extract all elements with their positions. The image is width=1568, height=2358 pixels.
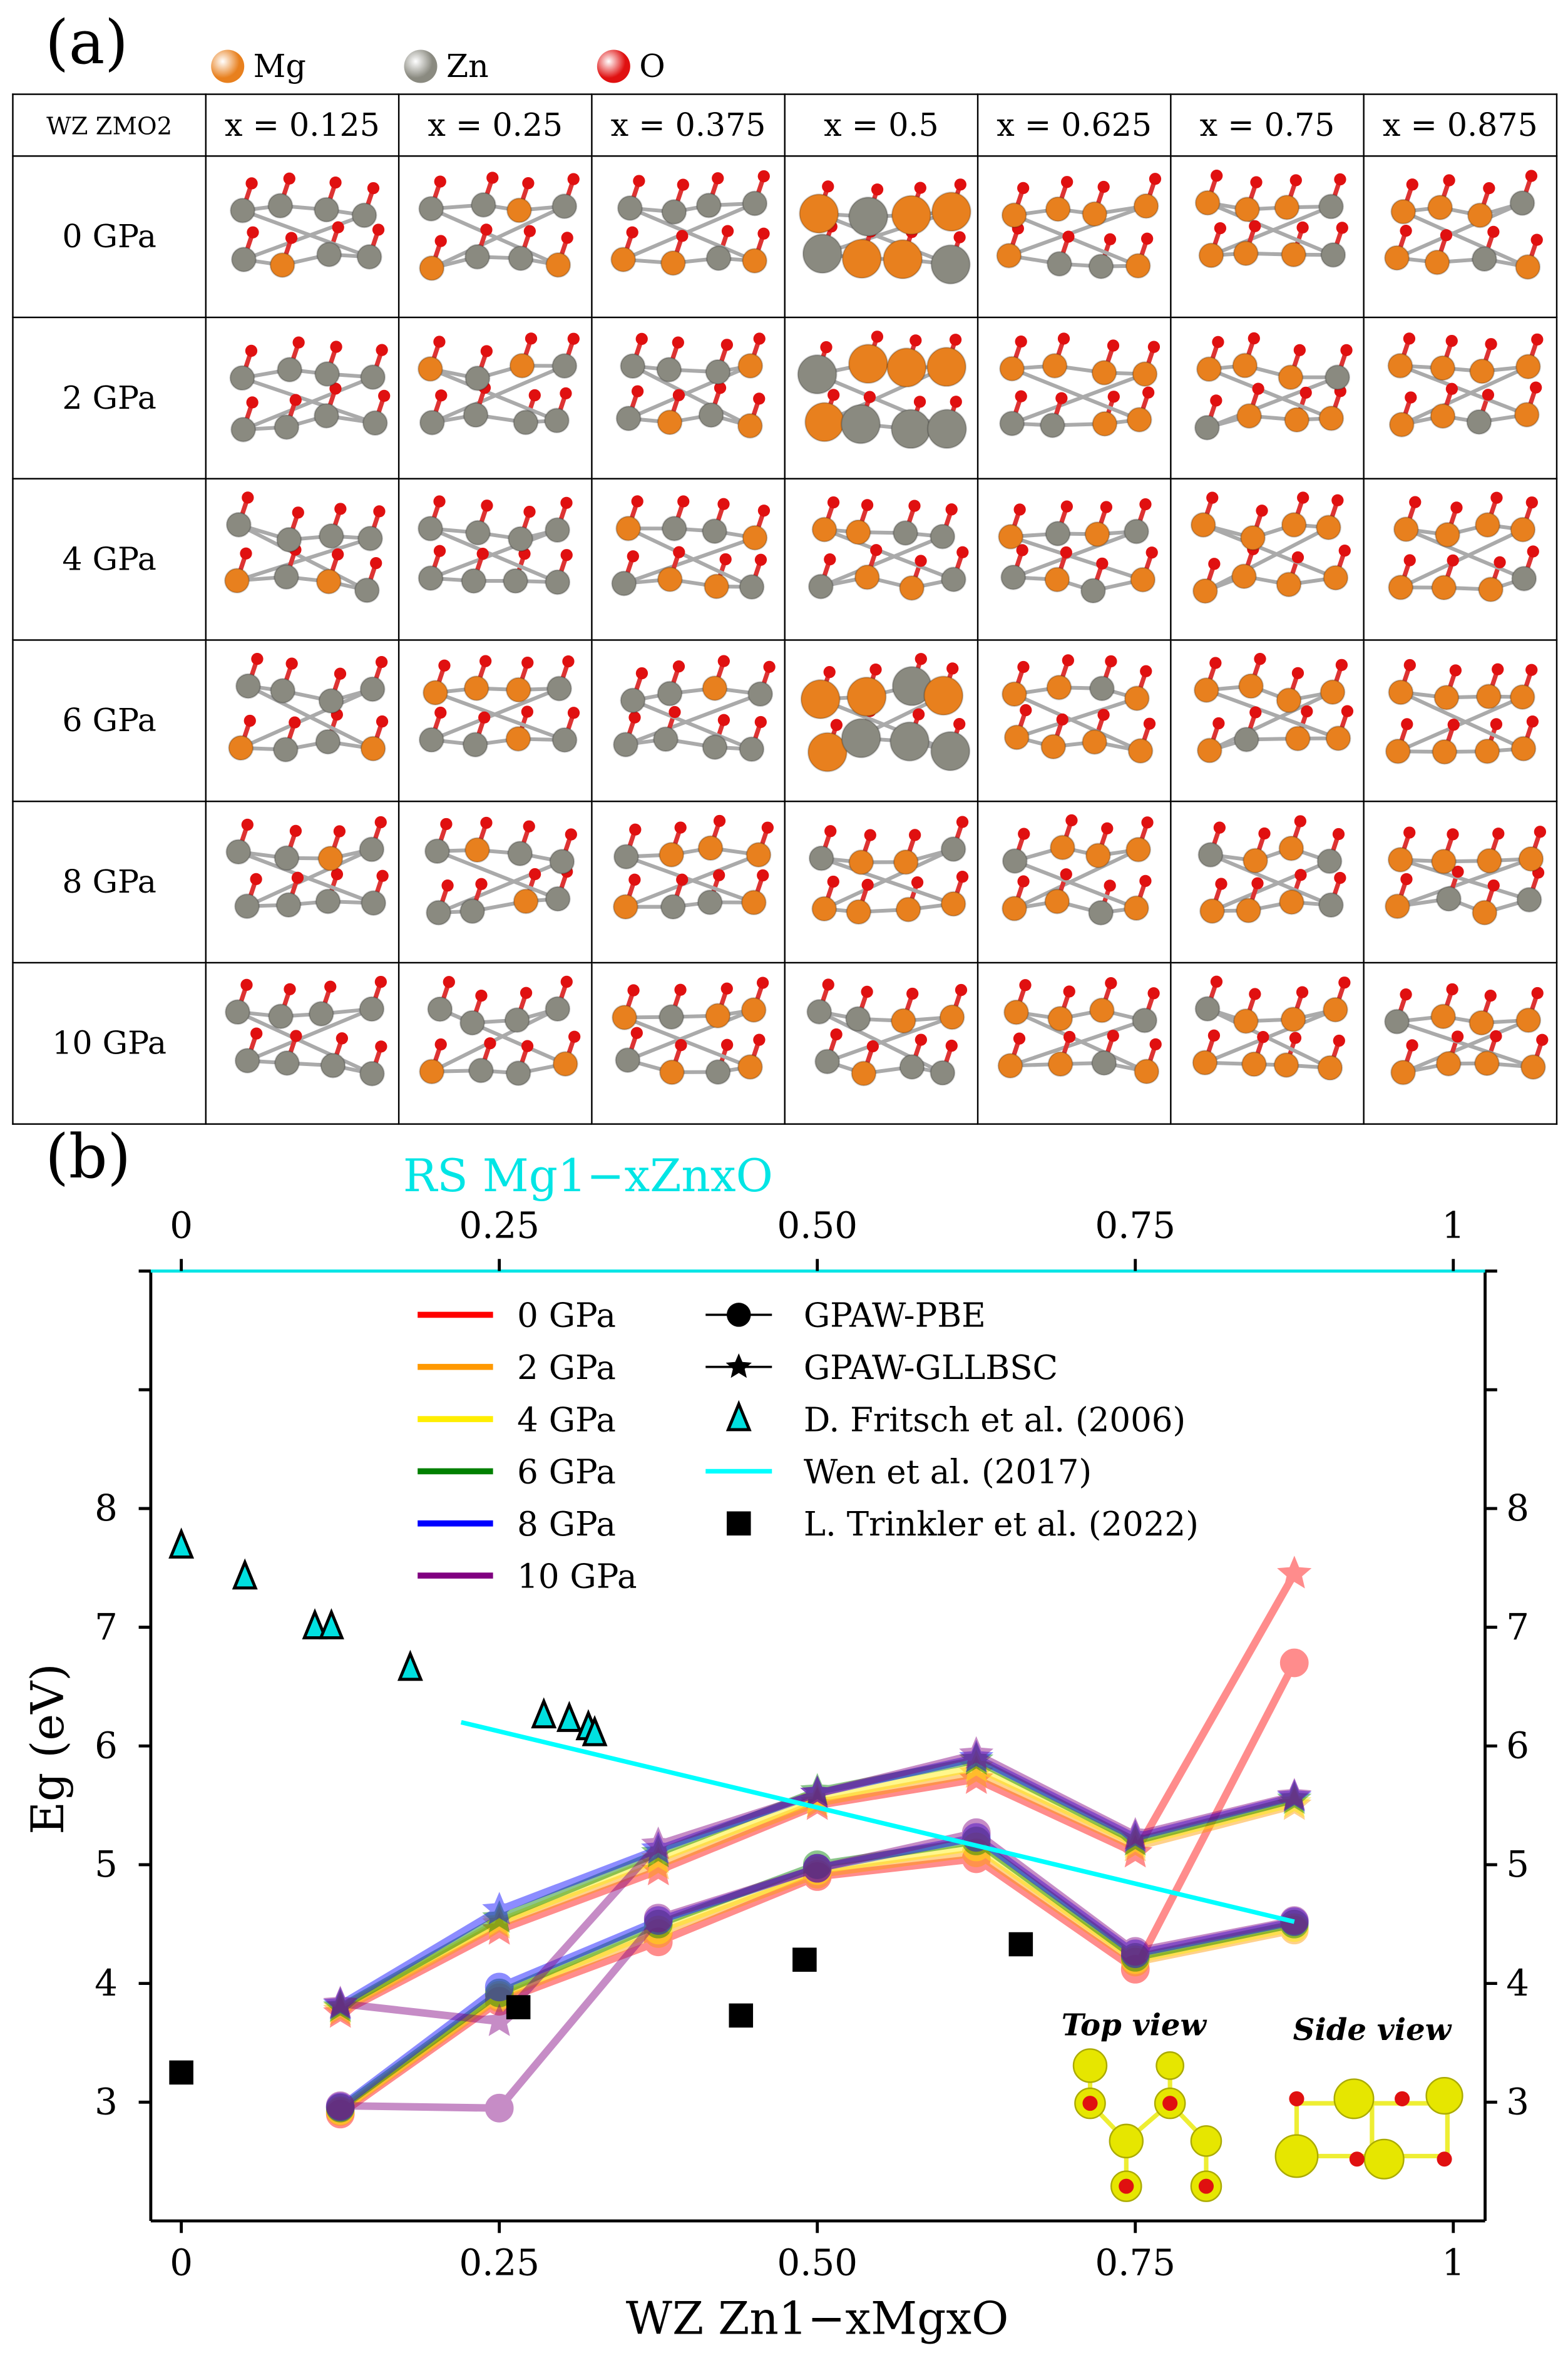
atom-ball-icon <box>404 49 438 83</box>
legend-label: GPAW-GLLBSC <box>804 1349 1058 1387</box>
legend-label: L. Trinkler et al. (2022) <box>804 1505 1199 1544</box>
inset-oxygen-atom <box>1162 2096 1177 2111</box>
fritsch-point <box>533 1701 555 1727</box>
legend-label: Wen et al. (2017) <box>804 1453 1092 1492</box>
legend-label: 8 GPa <box>517 1505 616 1544</box>
y-axis-label: Eg (eV) <box>22 1663 74 1834</box>
x-tick-label: 1 <box>1442 2242 1465 2284</box>
atom-ball-icon <box>597 49 630 83</box>
x-tick-label: 0.50 <box>777 2242 858 2284</box>
atom-legend-o: O <box>597 48 665 85</box>
x-tick-label: 0.75 <box>1095 2242 1176 2284</box>
inset-oxygen-atom <box>1350 2151 1365 2166</box>
inset-structures <box>1074 2049 1462 2201</box>
series-line <box>341 1853 1294 2112</box>
y-tick-label-right: 8 <box>1506 1487 1529 1529</box>
inset-atom <box>1074 2049 1107 2082</box>
inset-oxygen-atom <box>1082 2096 1097 2111</box>
atom-label: Mg <box>254 48 306 85</box>
trinkler-point <box>169 2061 193 2085</box>
fritsch-point <box>234 1562 255 1588</box>
top-x-tick-label: 0.25 <box>459 1204 540 1247</box>
inset-oxygen-atom <box>1395 2091 1410 2106</box>
inset-oxygen-atom <box>1437 2151 1452 2166</box>
inset-atom <box>1276 2135 1318 2177</box>
legend-label: D. Fritsch et al. (2006) <box>804 1401 1186 1439</box>
trinkler-point <box>506 1995 531 2019</box>
trinkler-point <box>729 2004 754 2028</box>
legend-circle-icon <box>727 1303 751 1327</box>
legend-label: 6 GPa <box>517 1453 616 1492</box>
data-point <box>327 2092 354 2119</box>
legend-square-icon <box>727 1511 751 1535</box>
data-point <box>1122 1938 1149 1965</box>
inset-atom <box>1110 2125 1143 2158</box>
legend-label: 10 GPa <box>517 1557 637 1596</box>
y-tick-label: 6 <box>95 1725 118 1767</box>
atom-legend-mg: Mg <box>211 48 306 85</box>
inset-oxygen-atom <box>1199 2179 1214 2194</box>
legend-label: 2 GPa <box>517 1349 616 1387</box>
top-x-tick-label: 1 <box>1442 1204 1465 1247</box>
atom-legend-zn: Zn <box>404 48 489 85</box>
inset-atom <box>1427 2078 1463 2114</box>
legend-label: 4 GPa <box>517 1401 616 1439</box>
fritsch-point <box>400 1654 421 1679</box>
fritsch-point <box>321 1612 342 1638</box>
y-tick-label: 5 <box>95 1843 118 1885</box>
inset-atom <box>1156 2052 1183 2079</box>
top-x-axis-label: RS Mg1−xZnxO <box>403 1150 773 1202</box>
x-tick-label: 0.25 <box>459 2242 540 2284</box>
inset-atom <box>1191 2126 1221 2156</box>
fritsch-point <box>171 1532 192 1557</box>
top-x-tick-label: 0 <box>170 1204 193 1247</box>
data-point <box>804 1855 831 1882</box>
y-tick-label-right: 6 <box>1506 1725 1529 1767</box>
legend-triangle-icon <box>728 1404 749 1430</box>
data-point <box>1277 1556 1311 1588</box>
y-tick-label-right: 4 <box>1506 1962 1529 2004</box>
trinkler-point <box>792 1947 817 1972</box>
inset-atom <box>1335 2079 1374 2119</box>
y-tick-label: 4 <box>95 1962 118 2004</box>
inset-side-label: Side view <box>1293 2012 1452 2048</box>
y-tick-label: 8 <box>95 1487 118 1529</box>
y-tick-label: 7 <box>95 1606 118 1648</box>
top-x-tick-label: 0.50 <box>777 1204 858 1247</box>
inset-atom <box>1365 2140 1404 2179</box>
trinkler-point <box>1009 1932 1033 1957</box>
atom-ball-icon <box>211 49 244 83</box>
y-tick-label: 3 <box>95 2081 118 2123</box>
y-tick-label-right: 7 <box>1506 1606 1529 1648</box>
atom-label: O <box>639 48 665 85</box>
y-tick-label-right: 3 <box>1506 2081 1529 2123</box>
legend-label: GPAW-PBE <box>804 1297 986 1335</box>
atom-label: Zn <box>446 48 489 85</box>
x-axis-label: WZ Zn1−xMgxO <box>626 2293 1009 2345</box>
y-tick-label-right: 5 <box>1506 1843 1529 1885</box>
x-tick-label: 0 <box>170 2242 193 2284</box>
data-point <box>486 2094 513 2121</box>
fritsch-point <box>559 1704 580 1730</box>
legend-label: 0 GPa <box>517 1297 616 1335</box>
inset-top-label: Top view <box>1062 2008 1207 2043</box>
inset-oxygen-atom <box>1119 2179 1134 2194</box>
data-point <box>645 1905 672 1932</box>
top-x-tick-label: 0.75 <box>1095 1204 1176 1247</box>
inset-oxygen-atom <box>1289 2091 1304 2106</box>
data-point <box>1281 1649 1308 1676</box>
legend-star-icon <box>726 1353 752 1378</box>
